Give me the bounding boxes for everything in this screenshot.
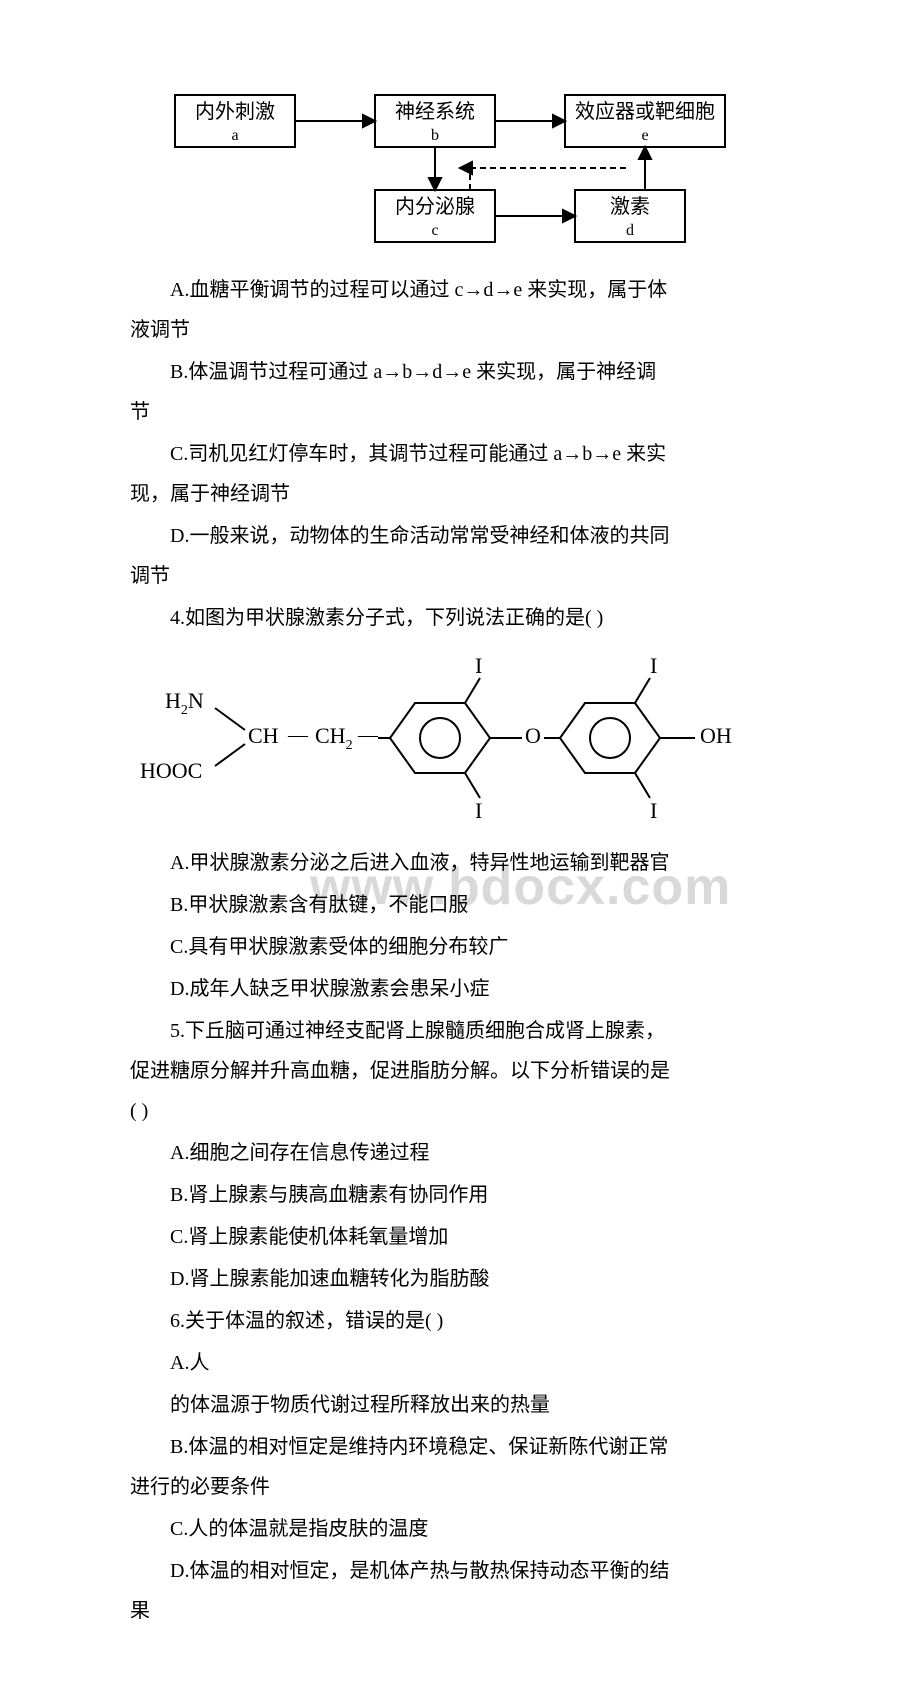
- svg-text:—: —: [357, 724, 379, 746]
- q3-option-a: A.血糖平衡调节的过程可以通过 c→d→e 来实现，属于体液调节: [130, 270, 670, 350]
- q5-option-b: B.肾上腺素与胰高血糖素有协同作用: [130, 1175, 670, 1215]
- q3-option-c: C.司机见红灯停车时，其调节过程可能通过 a→b→e 来实现，属于神经调节: [130, 434, 670, 514]
- box-a-label: 内外刺激: [195, 100, 275, 123]
- box-c-label: 内分泌腺: [395, 195, 475, 218]
- q5-option-c: C.肾上腺素能使机体耗氧量增加: [130, 1217, 670, 1257]
- mol-i-4: I: [650, 798, 657, 823]
- svg-text:—: —: [287, 724, 309, 746]
- q4-stem: 4.如图为甲状腺激素分子式，下列说法正确的是( ): [130, 598, 670, 638]
- mol-i-2: I: [475, 798, 482, 823]
- mol-i-1: I: [475, 653, 482, 678]
- box-e-label: 效应器或靶细胞: [575, 100, 715, 123]
- mol-ch2: CH2: [315, 723, 353, 753]
- q5-option-a: A.细胞之间存在信息传递过程: [130, 1133, 670, 1173]
- q4-option-a: A.甲状腺激素分泌之后进入血液，特异性地运输到靶器官: [130, 843, 670, 883]
- q6-option-a-line2: 的体温源于物质代谢过程所释放出来的热量: [130, 1385, 670, 1425]
- box-d-sub: d: [626, 222, 634, 239]
- q4-option-b: B.甲状腺激素含有肽键，不能口服: [130, 885, 670, 925]
- box-a-sub: a: [231, 127, 238, 144]
- regulation-diagram: 内外刺激 a 神经系统 b 效应器或靶细胞 e 内分泌腺 c 激素 d: [170, 90, 730, 250]
- q6-option-a-line1: A.人: [130, 1343, 670, 1383]
- mol-oh: OH: [700, 723, 732, 748]
- thyroid-molecule-diagram: H2N HOOC CH — CH2 — I I I I O: [140, 648, 760, 828]
- q4-option-d: D.成年人缺乏甲状腺激素会患呆小症: [130, 969, 670, 1009]
- box-d-label: 激素: [610, 195, 650, 218]
- q3-option-d: D.一般来说，动物体的生命活动常常受神经和体液的共同调节: [130, 516, 670, 596]
- q5-stem: 5.下丘脑可通过神经支配肾上腺髓质细胞合成肾上腺素，促进糖原分解并升高血糖，促进…: [130, 1011, 670, 1131]
- q6-stem: 6.关于体温的叙述，错误的是( ): [130, 1301, 670, 1341]
- q6-option-c: C.人的体温就是指皮肤的温度: [130, 1509, 670, 1549]
- mol-hooc: HOOC: [140, 758, 202, 783]
- q5-option-d: D.肾上腺素能加速血糖转化为脂肪酸: [130, 1259, 670, 1299]
- mol-ch: CH: [248, 723, 279, 748]
- q6-option-d: D.体温的相对恒定，是机体产热与散热保持动态平衡的结果: [130, 1551, 670, 1631]
- box-b-label: 神经系统: [395, 100, 475, 123]
- q3-option-b: B.体温调节过程可通过 a→b→d→e 来实现，属于神经调节: [130, 352, 670, 432]
- q6-option-b: B.体温的相对恒定是维持内环境稳定、保证新陈代谢正常进行的必要条件: [130, 1427, 670, 1507]
- mol-h2n: H2N: [165, 688, 204, 718]
- q4-option-c: C.具有甲状腺激素受体的细胞分布较广: [130, 927, 670, 967]
- box-c-sub: c: [431, 222, 438, 239]
- mol-i-3: I: [650, 653, 657, 678]
- mol-o: O: [525, 723, 541, 748]
- box-e-sub: e: [641, 127, 648, 144]
- box-b-sub: b: [431, 127, 439, 144]
